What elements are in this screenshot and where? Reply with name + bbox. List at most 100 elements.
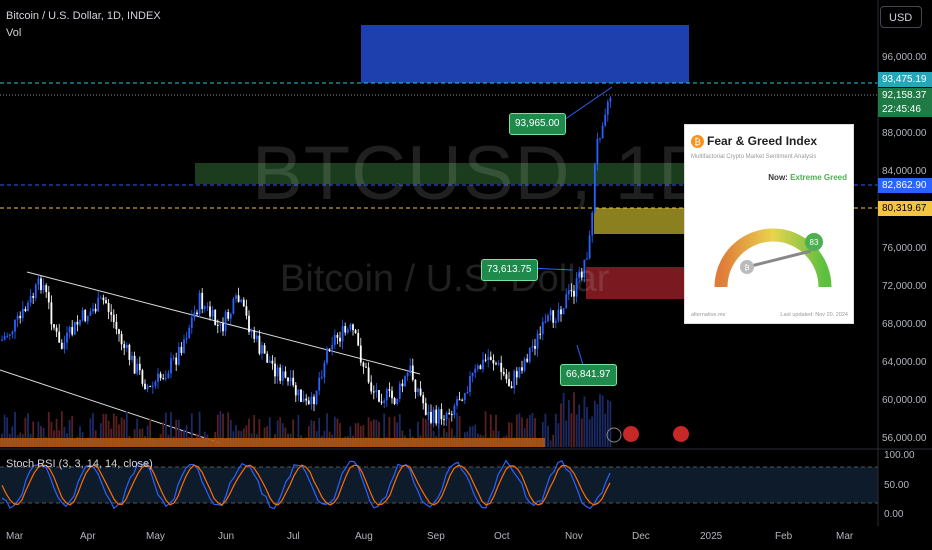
- candle-body: [55, 327, 58, 332]
- candle-body: [575, 278, 578, 297]
- price-tick: 76,000.00: [882, 243, 927, 254]
- candle-body: [73, 321, 76, 335]
- flag-icon-us-2: [673, 426, 689, 442]
- candle-body: [268, 360, 271, 363]
- volume-bar: [339, 423, 341, 447]
- volume-bar: [268, 417, 271, 447]
- candle-body: [133, 355, 136, 374]
- candle-body: [146, 385, 149, 390]
- candle-body: [354, 330, 357, 334]
- candle-body: [183, 339, 185, 353]
- volume-bar: [198, 411, 201, 447]
- volume-bar: [427, 411, 430, 447]
- candle-body: [463, 393, 466, 401]
- candle-body: [539, 333, 542, 335]
- volume-bar: [333, 416, 336, 447]
- candle-body: [547, 315, 549, 322]
- volume-bar: [448, 417, 451, 447]
- volume-bar: [354, 423, 357, 447]
- volume-bar: [573, 392, 575, 447]
- candle-body: [349, 324, 352, 330]
- candle-body: [388, 389, 391, 391]
- volume-bar: [281, 423, 284, 447]
- candle-body: [604, 114, 607, 126]
- callout-breakout[interactable]: 73,613.75: [481, 259, 538, 281]
- candle-body: [365, 366, 367, 368]
- candle-body: [14, 319, 16, 332]
- candle-body: [76, 321, 79, 325]
- candle-body: [375, 390, 378, 393]
- volume-bar: [14, 411, 16, 447]
- candle-body: [8, 334, 11, 336]
- time-tick: Aug: [355, 531, 373, 542]
- volume-bar: [170, 412, 172, 447]
- candle-body: [66, 332, 68, 343]
- target-zone-blue: [361, 25, 689, 83]
- candle-body: [448, 412, 451, 415]
- callout-peak[interactable]: 93,965.00: [509, 113, 566, 135]
- fear-greed-subtitle: Multifactorial Crypto Market Sentiment A…: [691, 154, 817, 160]
- candle-body: [97, 297, 100, 312]
- candle-body: [110, 311, 113, 315]
- candle-body: [510, 386, 513, 389]
- candle-body: [245, 306, 248, 316]
- candle-body: [567, 290, 570, 295]
- volume-bar: [162, 422, 165, 447]
- candle-body: [180, 346, 183, 353]
- candle-body: [427, 411, 430, 415]
- candle-body: [281, 371, 284, 381]
- volume-bar: [552, 434, 555, 447]
- candle-body: [398, 383, 401, 399]
- rsi-tick: 100.00: [884, 450, 915, 461]
- volume-bar: [396, 422, 399, 447]
- volume-bar: [357, 422, 360, 447]
- volume-bar: [318, 417, 321, 447]
- volume-bar: [417, 421, 419, 447]
- candle-body: [513, 371, 516, 389]
- candle-body: [401, 383, 404, 387]
- volume-label[interactable]: Vol: [6, 27, 22, 39]
- stoch-rsi-band: [0, 467, 878, 503]
- candle-body: [484, 359, 487, 361]
- fear-greed-card[interactable]: ₿ Fear & Greed Index Multifactorial Cryp…: [684, 124, 854, 324]
- candle-body: [599, 138, 601, 140]
- stoch-rsi-label[interactable]: Stoch RSI (3, 3, 14, 14, close): [6, 458, 153, 470]
- candle-body: [411, 365, 414, 380]
- candle-body: [274, 363, 276, 377]
- candle-body: [86, 315, 89, 322]
- candle-body: [297, 389, 300, 396]
- candle-body: [554, 320, 557, 323]
- volume-bar: [63, 426, 66, 447]
- volume-bar: [383, 413, 386, 447]
- candle-body: [333, 335, 336, 345]
- candle-body: [159, 373, 162, 378]
- candle-body: [370, 382, 373, 392]
- candle-body: [544, 321, 547, 323]
- candle-body: [279, 367, 282, 381]
- candle-body: [58, 331, 61, 343]
- candle-body: [21, 308, 24, 319]
- candle-body: [227, 312, 230, 319]
- rsi-tick: 0.00: [884, 509, 904, 520]
- candle-body: [435, 409, 438, 424]
- candle-body: [188, 327, 191, 339]
- candle-body: [367, 367, 370, 383]
- trendline-upper: [26, 271, 421, 375]
- volume-bar: [484, 411, 487, 447]
- candle-body: [211, 309, 214, 317]
- time-tick: Sep: [427, 531, 445, 542]
- time-tick: 2025: [700, 531, 723, 542]
- volume-bar: [437, 419, 440, 447]
- volume-bar: [495, 414, 497, 447]
- candle-body: [284, 371, 287, 378]
- symbol-title[interactable]: Bitcoin / U.S. Dollar, 1D, INDEX: [6, 10, 161, 22]
- volume-bar: [510, 422, 513, 447]
- now-value: Extreme Greed: [790, 173, 847, 182]
- currency-button[interactable]: USD: [880, 6, 922, 28]
- volume-bar: [248, 418, 250, 447]
- volume-bar: [580, 418, 583, 447]
- candle-body: [105, 300, 107, 304]
- callout-pivot[interactable]: 66,841.97: [560, 364, 617, 386]
- candle-body: [224, 312, 227, 332]
